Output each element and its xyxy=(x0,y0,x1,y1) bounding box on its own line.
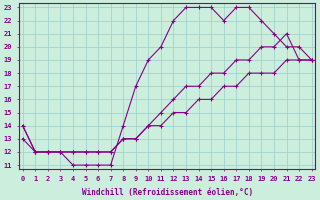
X-axis label: Windchill (Refroidissement éolien,°C): Windchill (Refroidissement éolien,°C) xyxy=(82,188,253,197)
